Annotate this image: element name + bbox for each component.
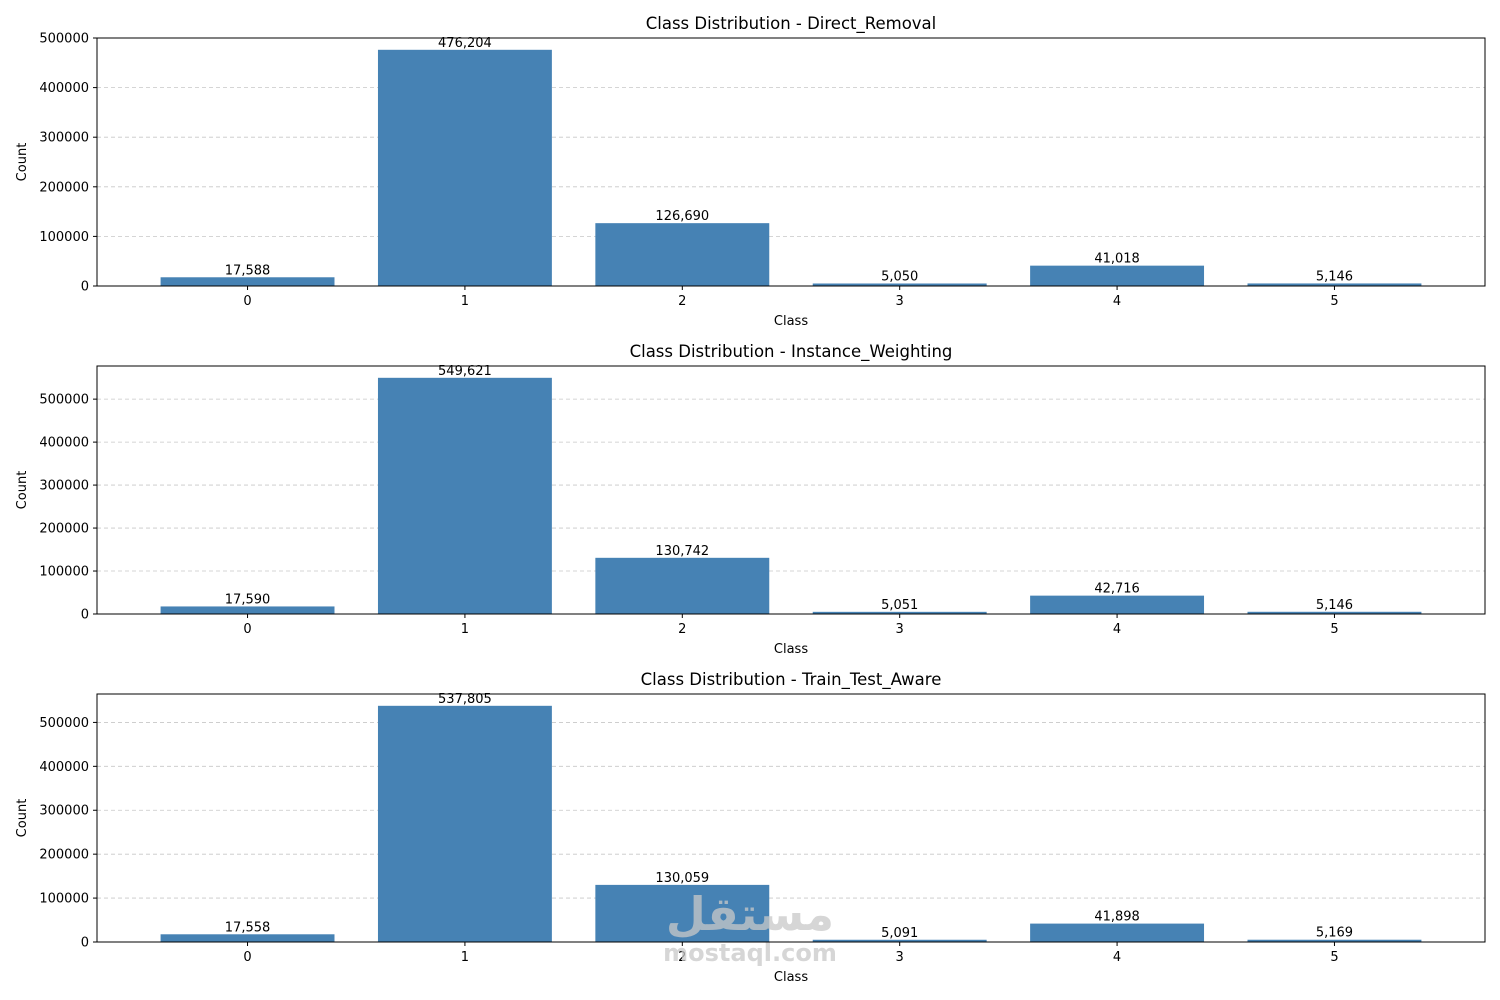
- x-tick-label: 2: [678, 622, 686, 637]
- y-tick-label: 400000: [39, 436, 89, 451]
- x-tick-label: 2: [678, 294, 686, 309]
- x-tick-label: 5: [1330, 950, 1338, 965]
- y-tick-label: 500000: [39, 716, 89, 731]
- bar-class-4: [1030, 265, 1205, 286]
- bar-class-0: [160, 606, 335, 614]
- bar-class-3: [812, 611, 987, 614]
- axes-frame: [96, 365, 1486, 615]
- bar-class-1: [377, 49, 552, 287]
- y-tick-label: 400000: [39, 81, 89, 96]
- bar-class-5: [1247, 939, 1422, 942]
- y-axis-label: Count: [15, 143, 30, 182]
- y-tick-label: 300000: [39, 131, 89, 146]
- bar-value-label: 537,805: [438, 692, 492, 707]
- bar-value-label: 5,091: [881, 926, 918, 941]
- bar-value-label: 5,050: [881, 269, 918, 284]
- y-tick-label: 500000: [39, 393, 89, 408]
- y-tick-label: 200000: [39, 180, 89, 195]
- chart-panel-3: 17,558 537,805 130,059 5,091 41,898 5,169 0 100…: [15, 670, 1486, 985]
- bar-class-5: [1247, 283, 1422, 286]
- bar-value-label: 41,898: [1094, 910, 1140, 925]
- chart-title: Class Distribution - Instance_Weighting: [630, 342, 953, 362]
- y-tick-label: 300000: [39, 804, 89, 819]
- bar-class-4: [1030, 595, 1205, 614]
- x-tick-label: 3: [896, 294, 904, 309]
- bar-value-label: 17,590: [225, 592, 271, 607]
- x-tick-label: 1: [461, 950, 469, 965]
- y-tick-label: 400000: [39, 760, 89, 775]
- x-tick-label: 4: [1113, 294, 1121, 309]
- axes-frame: [96, 693, 1486, 943]
- y-tick-label: 0: [81, 936, 89, 951]
- x-tick-label: 2: [678, 950, 686, 965]
- bar-value-label: 5,051: [881, 598, 918, 613]
- x-axis-label: Class: [774, 314, 808, 329]
- x-tick-label: 4: [1113, 622, 1121, 637]
- y-tick-label: 0: [81, 608, 89, 623]
- bar-value-label: 42,716: [1094, 582, 1140, 597]
- x-axis-label: Class: [774, 642, 808, 657]
- chart-panel-1: 17,588 476,204 126,690 5,050 41,018 5,146 0 100…: [15, 14, 1486, 329]
- y-axis-label: Count: [15, 799, 30, 838]
- x-axis-label: Class: [774, 970, 808, 985]
- bar-value-label: 41,018: [1094, 252, 1140, 267]
- bar-value-label: 476,204: [438, 36, 492, 51]
- bar-class-3: [812, 283, 987, 286]
- axes-frame: [96, 37, 1486, 287]
- x-tick-label: 0: [243, 622, 251, 637]
- bar-value-label: 5,169: [1316, 926, 1353, 941]
- bar-value-label: 17,558: [225, 920, 271, 935]
- bar-class-0: [160, 277, 335, 286]
- bar-class-1: [377, 705, 552, 942]
- y-tick-label: 100000: [39, 230, 89, 245]
- chart-title: Class Distribution - Direct_Removal: [646, 14, 937, 34]
- bar-value-label: 130,059: [655, 871, 709, 886]
- x-tick-label: 1: [461, 294, 469, 309]
- chart-panel-2: 17,590 549,621 130,742 5,051 42,716 5,146 0 100…: [15, 342, 1486, 657]
- bar-class-2: [595, 884, 770, 942]
- chart-title: Class Distribution - Train_Test_Aware: [641, 670, 942, 690]
- x-tick-label: 3: [896, 950, 904, 965]
- x-tick-label: 3: [896, 622, 904, 637]
- bar-class-2: [595, 223, 770, 286]
- x-tick-label: 4: [1113, 950, 1121, 965]
- y-tick-label: 100000: [39, 565, 89, 580]
- x-tick-label: 5: [1330, 294, 1338, 309]
- x-tick-label: 5: [1330, 622, 1338, 637]
- bar-class-1: [377, 377, 552, 614]
- y-tick-label: 0: [81, 280, 89, 295]
- x-tick-label: 1: [461, 622, 469, 637]
- bar-value-label: 549,621: [438, 364, 492, 379]
- y-tick-label: 200000: [39, 522, 89, 537]
- bar-class-4: [1030, 923, 1205, 942]
- bar-value-label: 5,146: [1316, 598, 1353, 613]
- x-tick-label: 0: [243, 294, 251, 309]
- bar-value-label: 130,742: [655, 544, 709, 559]
- y-tick-label: 500000: [39, 32, 89, 47]
- x-tick-label: 0: [243, 950, 251, 965]
- bar-class-5: [1247, 611, 1422, 614]
- y-tick-label: 200000: [39, 848, 89, 863]
- y-tick-label: 300000: [39, 479, 89, 494]
- bar-class-0: [160, 934, 335, 942]
- bar-value-label: 17,588: [225, 263, 271, 278]
- y-tick-label: 100000: [39, 892, 89, 907]
- y-axis-label: Count: [15, 471, 30, 510]
- bar-class-2: [595, 557, 770, 614]
- bar-value-label: 126,690: [655, 209, 709, 224]
- bar-class-3: [812, 939, 987, 942]
- bar-value-label: 5,146: [1316, 269, 1353, 284]
